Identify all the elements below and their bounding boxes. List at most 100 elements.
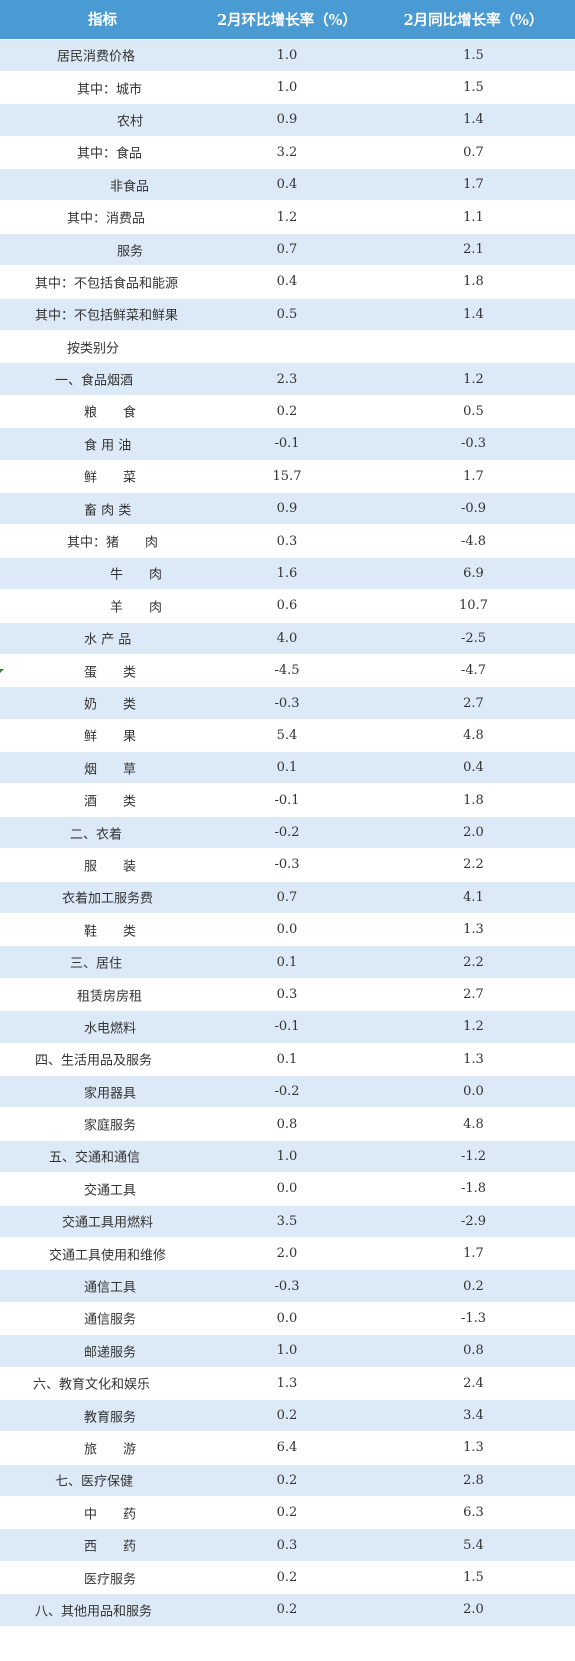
table-row: 一、食品烟酒 2.3 1.2	[0, 363, 575, 396]
row-indicator: 六、教育文化和娱乐	[0, 1368, 202, 1399]
row-indicator: 羊 肉	[0, 590, 202, 621]
table-row: 鞋 类 0.0 1.3	[0, 914, 575, 947]
table-row: 通信服务 0.0 -1.3	[0, 1303, 575, 1336]
table-row: 邮递服务 1.0 0.8	[0, 1335, 575, 1368]
table-row: 交通工具使用和维修 2.0 1.7	[0, 1238, 575, 1271]
header-yoy: 2月同比增长率（%）	[403, 11, 544, 29]
mom-value: 0.9	[276, 501, 298, 517]
yoy-value: 2.7	[463, 695, 484, 711]
table-row: 医疗服务 0.2 1.5	[0, 1562, 575, 1595]
table-row: 家用器具 -0.2 0.0	[0, 1076, 575, 1109]
table-row: 中 药 0.2 6.3	[0, 1497, 575, 1530]
row-indicator: 西 药	[0, 1529, 202, 1560]
yoy-value: -4.7	[460, 663, 487, 679]
row-indicator: 酒 类	[0, 784, 202, 815]
yoy-value: 2.8	[463, 1472, 484, 1488]
mom-value: -0.3	[274, 695, 300, 711]
table-row: 家庭服务 0.8 4.8	[0, 1108, 575, 1141]
row-indicator: 教育服务	[0, 1400, 202, 1431]
indicator-label: 非食品	[110, 179, 150, 195]
mom-value: -0.3	[274, 857, 300, 873]
table-row: 西 药 0.3 5.4	[0, 1529, 575, 1562]
indicator-label: 六、教育文化和娱乐	[33, 1377, 151, 1393]
row-indicator: 其中：城市	[0, 72, 202, 103]
row-indicator: 粮 食	[0, 396, 202, 427]
indicator-label: 三、居住	[70, 956, 123, 972]
mom-value: 0.4	[276, 274, 298, 290]
yoy-value: 2.2	[463, 857, 484, 873]
indicator-label: 畜 肉 类	[84, 503, 132, 519]
table-row: 八、其他用品和服务 0.2 2.0	[0, 1594, 575, 1627]
yoy-value: 0.2	[463, 1278, 484, 1294]
yoy-value: -1.8	[460, 1181, 487, 1197]
table-header: 指标 2月环比增长率（%） 2月同比增长率（%）	[0, 0, 575, 40]
row-indicator: 服 装	[0, 849, 202, 880]
mom-value: 0.9	[276, 112, 298, 128]
yoy-value: -4.8	[460, 533, 487, 549]
mom-value: 1.6	[276, 565, 298, 581]
table-row: 粮 食 0.2 0.5	[0, 396, 575, 429]
row-indicator: 医疗服务	[0, 1562, 202, 1593]
table-row: 七、医疗保健 0.2 2.8	[0, 1464, 575, 1498]
indicator-label: 八、其他用品和服务	[35, 1604, 153, 1620]
indicator-label: 食 用 油	[84, 438, 132, 454]
row-indicator: 食 用 油	[0, 428, 202, 459]
indicator-label: 烟 草	[84, 762, 137, 778]
mom-value: 0.1	[276, 954, 298, 970]
row-indicator: 鲜 菜	[0, 461, 202, 492]
table-row: 食 用 油 -0.1 -0.3	[0, 428, 575, 461]
table-row: 烟 草 0.1 0.4	[0, 752, 575, 785]
indicator-label: 七、医疗保健	[55, 1474, 134, 1490]
table-row: 其中：不包括食品和能源 0.4 1.8	[0, 266, 575, 299]
mom-value: -0.2	[274, 1084, 300, 1100]
row-indicator: 农村	[0, 104, 202, 135]
row-indicator: 二、衣着	[0, 817, 202, 848]
mom-value: 2.0	[276, 1246, 298, 1262]
mom-value: 0.2	[276, 1472, 298, 1488]
table-body: 居民消费价格 1.0 1.5 其中：城市 1.0 1.5 农村 0.9 1.4 其中：食品 3.2 0…	[0, 39, 575, 1627]
row-indicator: 水电燃料	[0, 1011, 202, 1042]
table-row: 牛 肉 1.6 6.9	[0, 557, 575, 591]
indicator-label: 服务	[117, 244, 144, 260]
mom-value: 4.0	[276, 630, 298, 646]
table-row: 旅 游 6.4 1.3	[0, 1432, 575, 1465]
mom-value: 0.0	[276, 1310, 298, 1326]
indicator-label: 其中：城市	[77, 82, 143, 98]
indicator-label: 交通工具使用和维修	[49, 1248, 167, 1264]
yoy-value: 1.5	[463, 47, 484, 63]
table-row: 衣着加工服务费 0.7 4.1	[0, 881, 575, 915]
indicator-label: 服 装	[84, 859, 137, 875]
mom-value: -0.3	[274, 1278, 300, 1294]
table-row: 畜 肉 类 0.9 -0.9	[0, 492, 575, 526]
yoy-value: 6.9	[463, 565, 484, 581]
mom-value: 1.0	[276, 80, 298, 96]
row-indicator: 家庭服务	[0, 1108, 202, 1139]
table-row: 二、衣着 -0.2 2.0	[0, 816, 575, 850]
row-indicator: 奶 类	[0, 687, 202, 718]
mom-value: 15.7	[272, 468, 302, 484]
indicator-label: 其中：不包括食品和能源	[35, 276, 179, 292]
yoy-value: 0.5	[463, 403, 484, 419]
row-indicator: 其中：消费品	[0, 201, 202, 232]
mom-value: 6.4	[276, 1440, 298, 1456]
mom-value: -0.2	[274, 825, 300, 841]
yoy-value: 2.4	[463, 1375, 484, 1391]
yoy-value: 1.3	[463, 922, 484, 938]
mom-value: 0.2	[276, 1602, 298, 1618]
indicator-label: 按类别分	[67, 341, 120, 357]
indicator-label: 水 产 品	[84, 632, 132, 648]
row-indicator: 八、其他用品和服务	[0, 1594, 202, 1625]
indicator-label: 鲜 果	[84, 729, 137, 745]
row-indicator: 服务	[0, 234, 202, 265]
mom-value: 0.8	[276, 1116, 298, 1132]
row-indicator: 畜 肉 类	[0, 493, 202, 524]
table-row: 鲜 果 5.4 4.8	[0, 720, 575, 753]
yoy-value: 2.0	[463, 1602, 484, 1618]
mom-value: 2.3	[276, 371, 298, 387]
header-indicator: 指标	[88, 11, 117, 29]
table-row: 其中：城市 1.0 1.5	[0, 72, 575, 105]
row-indicator: 通信服务	[0, 1303, 202, 1334]
table-row: 交通工具 0.0 -1.8	[0, 1173, 575, 1206]
row-indicator: 按类别分	[0, 331, 202, 362]
indicator-label: 其中：不包括鲜菜和鲜果	[35, 308, 179, 324]
